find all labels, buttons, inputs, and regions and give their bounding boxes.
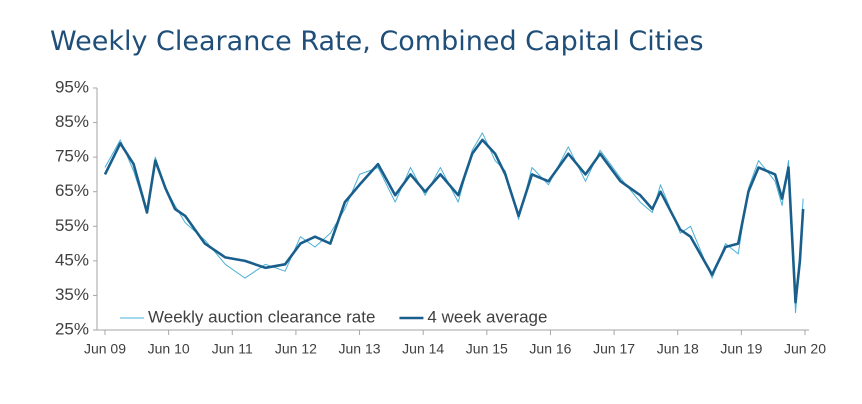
y-tick-label: 55% (55, 216, 89, 235)
x-tick-label: Jun 14 (402, 341, 444, 357)
y-tick-label: 35% (55, 285, 89, 304)
x-tick-label: Jun 16 (529, 341, 571, 357)
x-tick-label: Jun 10 (148, 341, 190, 357)
x-tick-label: Jun 11 (212, 341, 253, 357)
x-tick-label: Jun 20 (784, 341, 826, 357)
x-tick-label: Jun 12 (275, 341, 317, 357)
x-tick-label: Jun 09 (84, 341, 126, 357)
y-tick-label: 65% (55, 181, 89, 200)
x-tick-label: Jun 15 (466, 341, 508, 357)
chart-title: Weekly Clearance Rate, Combined Capital … (50, 26, 704, 57)
y-tick-label: 25% (55, 319, 89, 338)
x-tick-label: Jun 13 (339, 341, 381, 357)
x-tick-label: Jun 18 (657, 341, 699, 357)
y-tick-label: 75% (55, 147, 89, 166)
legend-label: Weekly auction clearance rate (148, 307, 375, 326)
y-tick-label: 85% (55, 112, 89, 131)
y-tick-label: 95% (55, 77, 89, 96)
x-tick-label: Jun 17 (593, 341, 635, 357)
legend-label: 4 week average (427, 307, 547, 326)
series-line (103, 138, 805, 304)
x-tick-label: Jun 19 (720, 341, 762, 357)
y-tick-label: 45% (55, 250, 89, 269)
series-line (104, 132, 804, 314)
